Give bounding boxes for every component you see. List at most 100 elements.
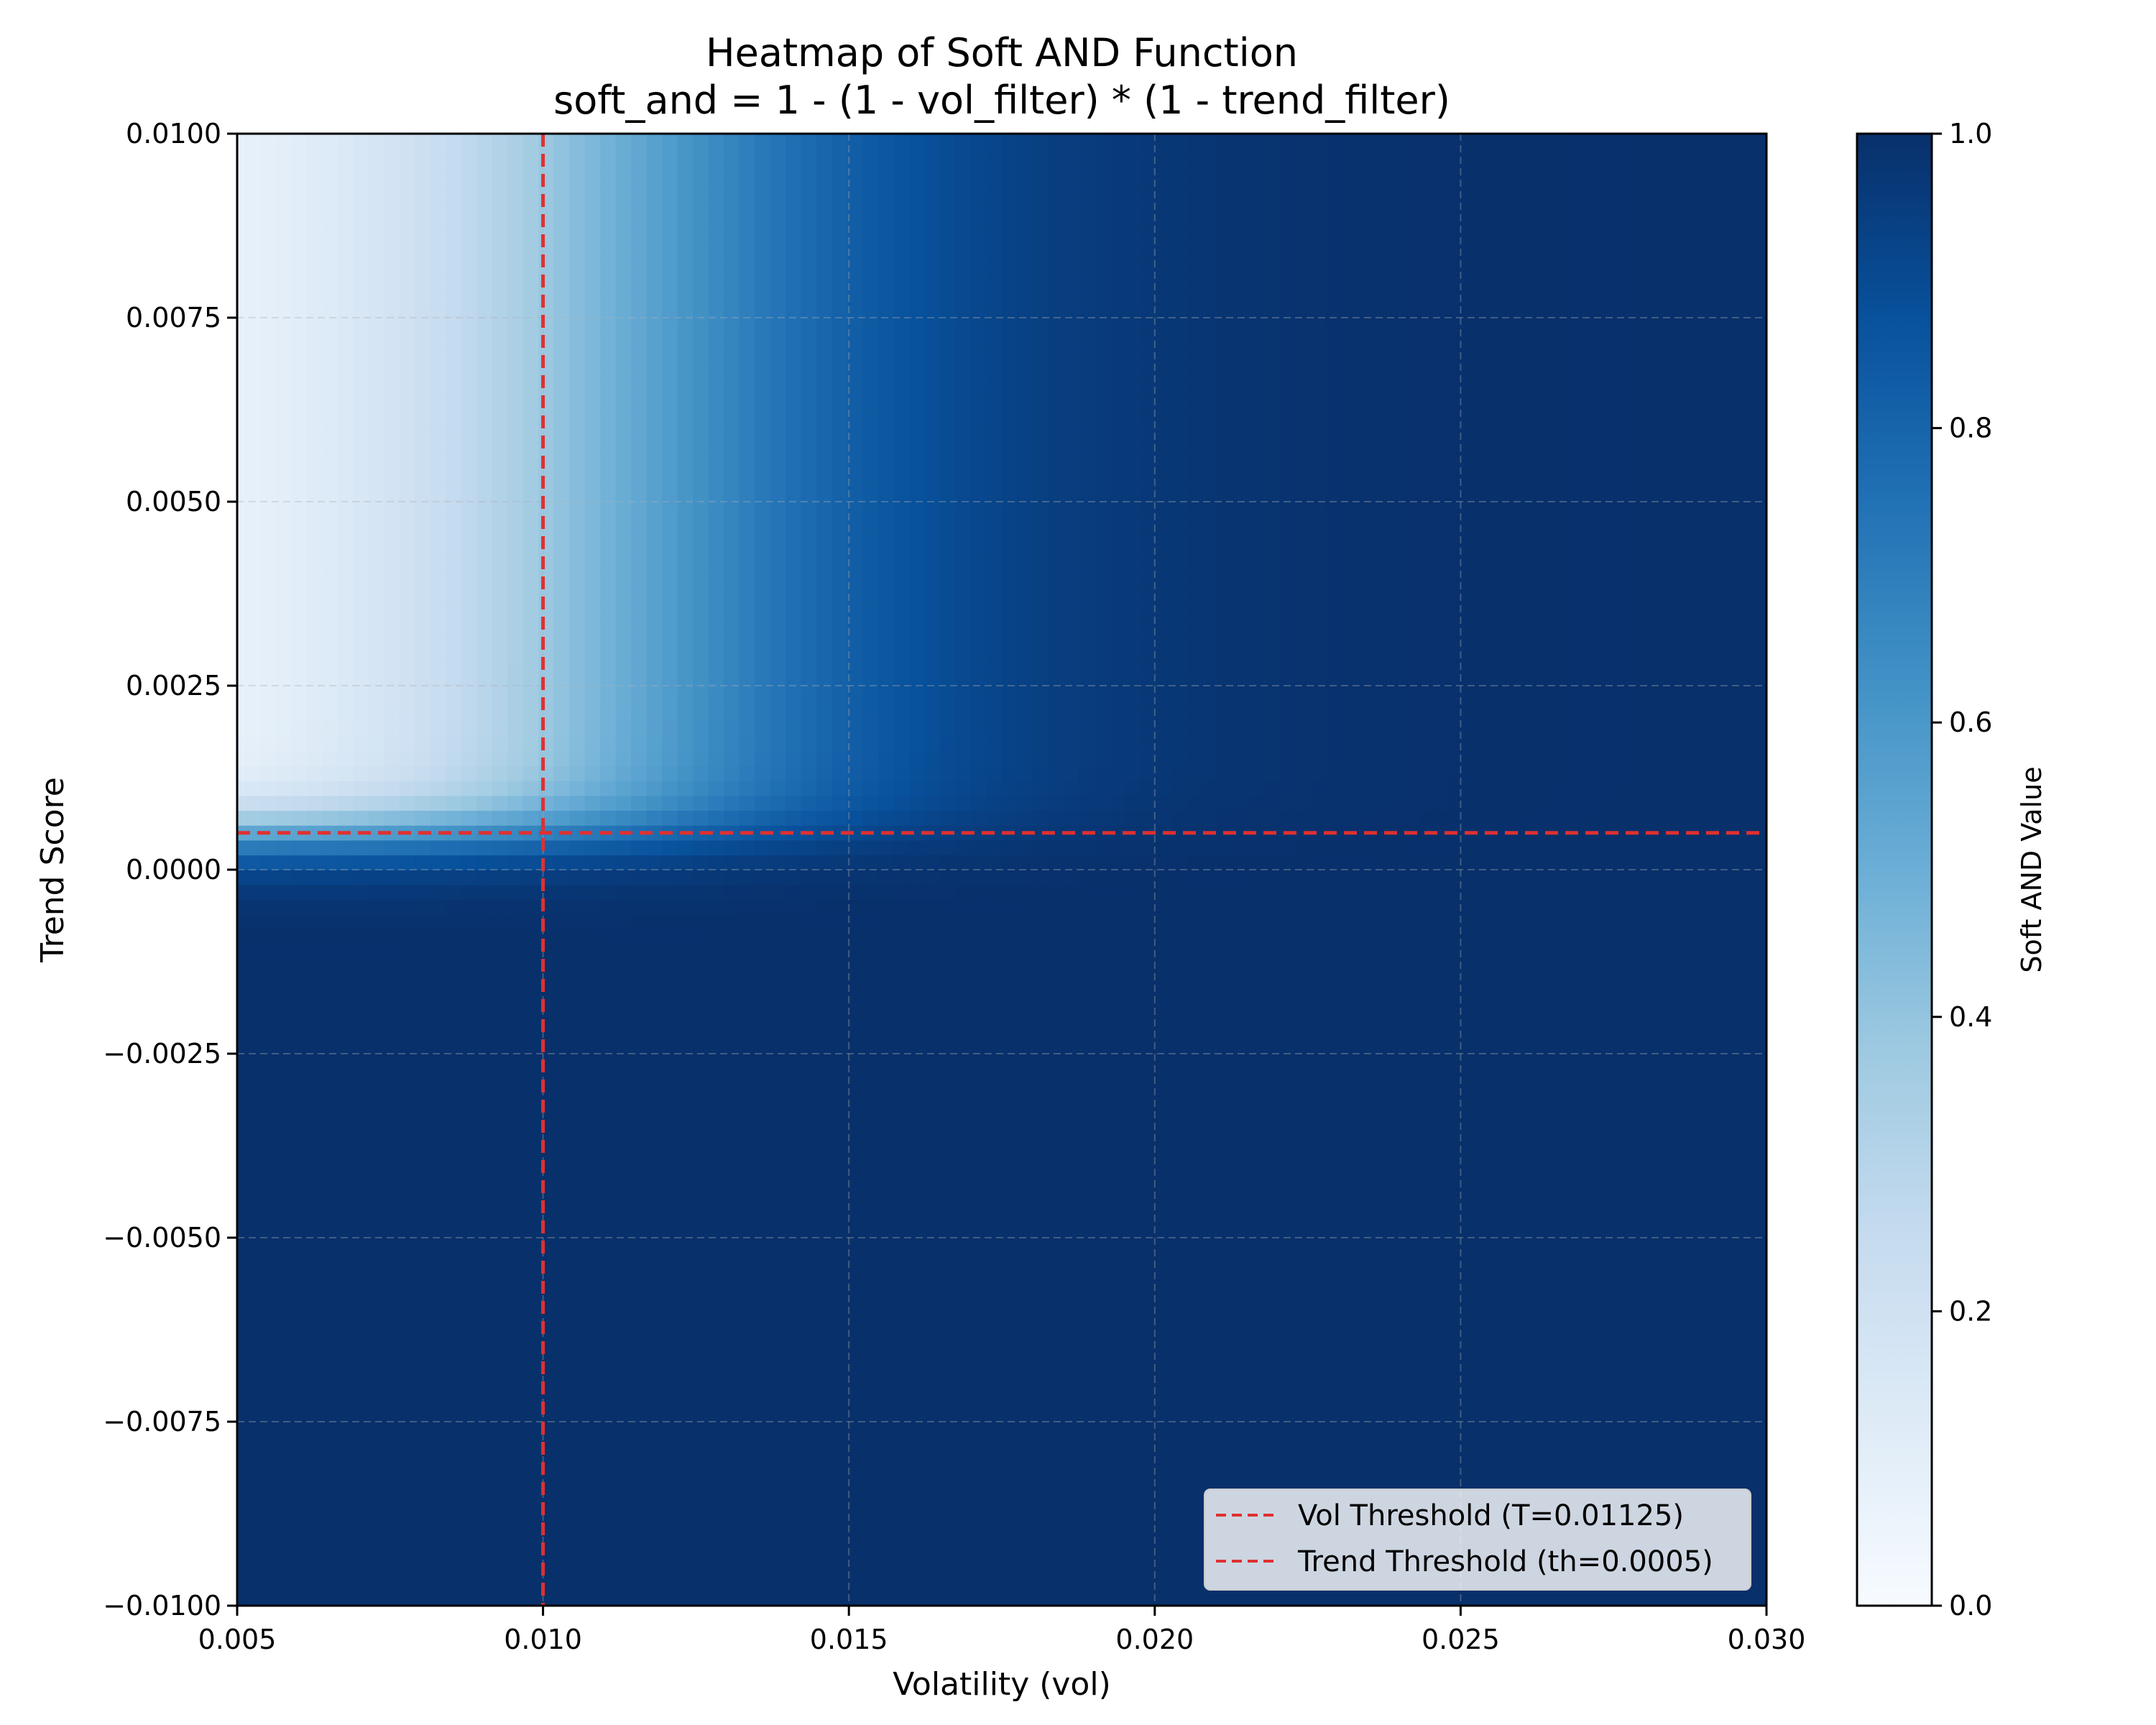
heatmap-cell bbox=[476, 1524, 493, 1540]
heatmap-cell bbox=[507, 1256, 524, 1272]
heatmap-cell bbox=[430, 1062, 446, 1079]
heatmap-cell bbox=[600, 1048, 617, 1064]
heatmap-cell bbox=[1264, 1092, 1281, 1108]
heatmap-cell bbox=[739, 1583, 755, 1599]
heatmap-cell bbox=[1372, 1464, 1389, 1480]
heatmap-cell bbox=[1450, 1092, 1466, 1108]
heatmap-cell bbox=[1233, 1182, 1250, 1197]
heatmap-cell bbox=[1079, 1538, 1095, 1555]
heatmap-cell bbox=[1125, 1524, 1142, 1540]
heatmap-cell bbox=[693, 1226, 709, 1242]
heatmap-cell bbox=[1712, 1345, 1729, 1361]
heatmap-cell bbox=[1187, 1494, 1204, 1510]
heatmap-cell bbox=[1079, 1494, 1095, 1510]
heatmap-cell bbox=[1141, 1092, 1157, 1108]
heatmap-cell bbox=[1141, 899, 1157, 915]
heatmap-cell bbox=[1465, 1390, 1482, 1406]
heatmap-cell bbox=[507, 1553, 524, 1570]
heatmap-cell bbox=[708, 1152, 724, 1168]
heatmap-cell bbox=[1465, 1167, 1482, 1183]
heatmap-cell bbox=[399, 1122, 415, 1138]
heatmap-cell bbox=[631, 1390, 648, 1406]
heatmap-cell bbox=[1341, 1152, 1358, 1168]
heatmap-cell bbox=[306, 1375, 323, 1391]
heatmap-cell bbox=[646, 959, 663, 975]
heatmap-cell bbox=[940, 1538, 957, 1555]
heatmap-cell bbox=[1450, 1003, 1466, 1019]
heatmap-cell bbox=[1017, 1494, 1033, 1510]
heatmap-cell bbox=[1048, 1553, 1064, 1570]
heatmap-cell bbox=[1171, 1241, 1188, 1257]
heatmap-cell bbox=[971, 1345, 987, 1361]
heatmap-cell bbox=[446, 1524, 462, 1540]
heatmap-cell bbox=[1156, 1494, 1173, 1510]
heatmap-cell bbox=[1743, 944, 1760, 960]
heatmap-cell bbox=[353, 1494, 369, 1510]
heatmap-cell bbox=[507, 1420, 524, 1435]
heatmap-cell bbox=[1233, 884, 1250, 901]
heatmap-cell bbox=[862, 1464, 879, 1480]
heatmap-cell bbox=[1419, 1211, 1435, 1228]
heatmap-cell bbox=[631, 884, 648, 901]
heatmap-cell bbox=[693, 1435, 709, 1450]
heatmap-cell bbox=[940, 1033, 957, 1049]
heatmap-cell bbox=[1619, 1226, 1636, 1242]
heatmap-cell bbox=[1666, 1256, 1682, 1272]
heatmap-cell bbox=[739, 1033, 755, 1049]
heatmap-cell bbox=[430, 959, 446, 975]
heatmap-cell bbox=[662, 1420, 678, 1435]
heatmap-cell bbox=[1619, 1033, 1636, 1049]
heatmap-cell bbox=[1125, 973, 1142, 990]
heatmap-cell bbox=[1635, 1330, 1651, 1346]
heatmap-cell bbox=[1017, 1568, 1033, 1584]
heatmap-cell bbox=[1697, 884, 1713, 901]
heatmap-cell bbox=[384, 1271, 400, 1287]
heatmap-cell bbox=[1141, 1241, 1157, 1257]
heatmap-cell bbox=[986, 1256, 1003, 1272]
heatmap-cell bbox=[476, 1048, 493, 1064]
heatmap-cell bbox=[1759, 1271, 1766, 1287]
heatmap-cell bbox=[1588, 1167, 1606, 1183]
heatmap-cell bbox=[492, 1062, 508, 1079]
heatmap-cell bbox=[538, 1241, 555, 1257]
heatmap-cell bbox=[1279, 1226, 1296, 1242]
heatmap-cell bbox=[244, 1330, 262, 1346]
heatmap-cell bbox=[1712, 1390, 1729, 1406]
heatmap-cell bbox=[878, 1033, 895, 1049]
heatmap-cell bbox=[1217, 1449, 1235, 1466]
heatmap-cell bbox=[507, 1583, 524, 1599]
heatmap-cell bbox=[986, 1583, 1003, 1599]
heatmap-cell bbox=[430, 1271, 446, 1287]
heatmap-cell bbox=[600, 1360, 617, 1376]
heatmap-cell bbox=[507, 1390, 524, 1406]
heatmap-cell bbox=[430, 1315, 446, 1332]
heatmap-cell bbox=[1557, 1226, 1575, 1242]
heatmap-cell bbox=[1526, 1286, 1544, 1302]
heatmap-cell bbox=[986, 1494, 1003, 1510]
heatmap-cell bbox=[662, 959, 678, 975]
heatmap-cell bbox=[1480, 1241, 1497, 1257]
heatmap-cell bbox=[1681, 1197, 1698, 1213]
heatmap-cell bbox=[1542, 1077, 1559, 1094]
heatmap-cell bbox=[1743, 1360, 1760, 1376]
heatmap-cell bbox=[322, 1137, 338, 1153]
heatmap-cell bbox=[1048, 1390, 1064, 1406]
heatmap-cell bbox=[337, 1449, 354, 1466]
heatmap-cell bbox=[955, 1286, 972, 1302]
heatmap-cell bbox=[1357, 988, 1373, 1004]
heatmap-cell bbox=[646, 1197, 663, 1213]
heatmap-cell bbox=[1248, 1092, 1266, 1108]
heatmap-cell bbox=[924, 1479, 941, 1495]
heatmap-cell bbox=[708, 884, 724, 901]
heatmap-cell bbox=[693, 1375, 709, 1391]
heatmap-cell bbox=[260, 1137, 277, 1153]
heatmap-cell bbox=[1496, 1092, 1513, 1108]
heatmap-cell bbox=[275, 1524, 292, 1540]
heatmap-cell bbox=[1063, 1182, 1080, 1197]
heatmap-cell bbox=[1496, 1286, 1513, 1302]
heatmap-cell bbox=[1017, 1167, 1033, 1183]
heatmap-cell bbox=[600, 1018, 617, 1034]
heatmap-cell bbox=[1419, 1330, 1435, 1346]
heatmap-cell bbox=[1032, 944, 1049, 960]
heatmap-cell bbox=[847, 870, 864, 886]
